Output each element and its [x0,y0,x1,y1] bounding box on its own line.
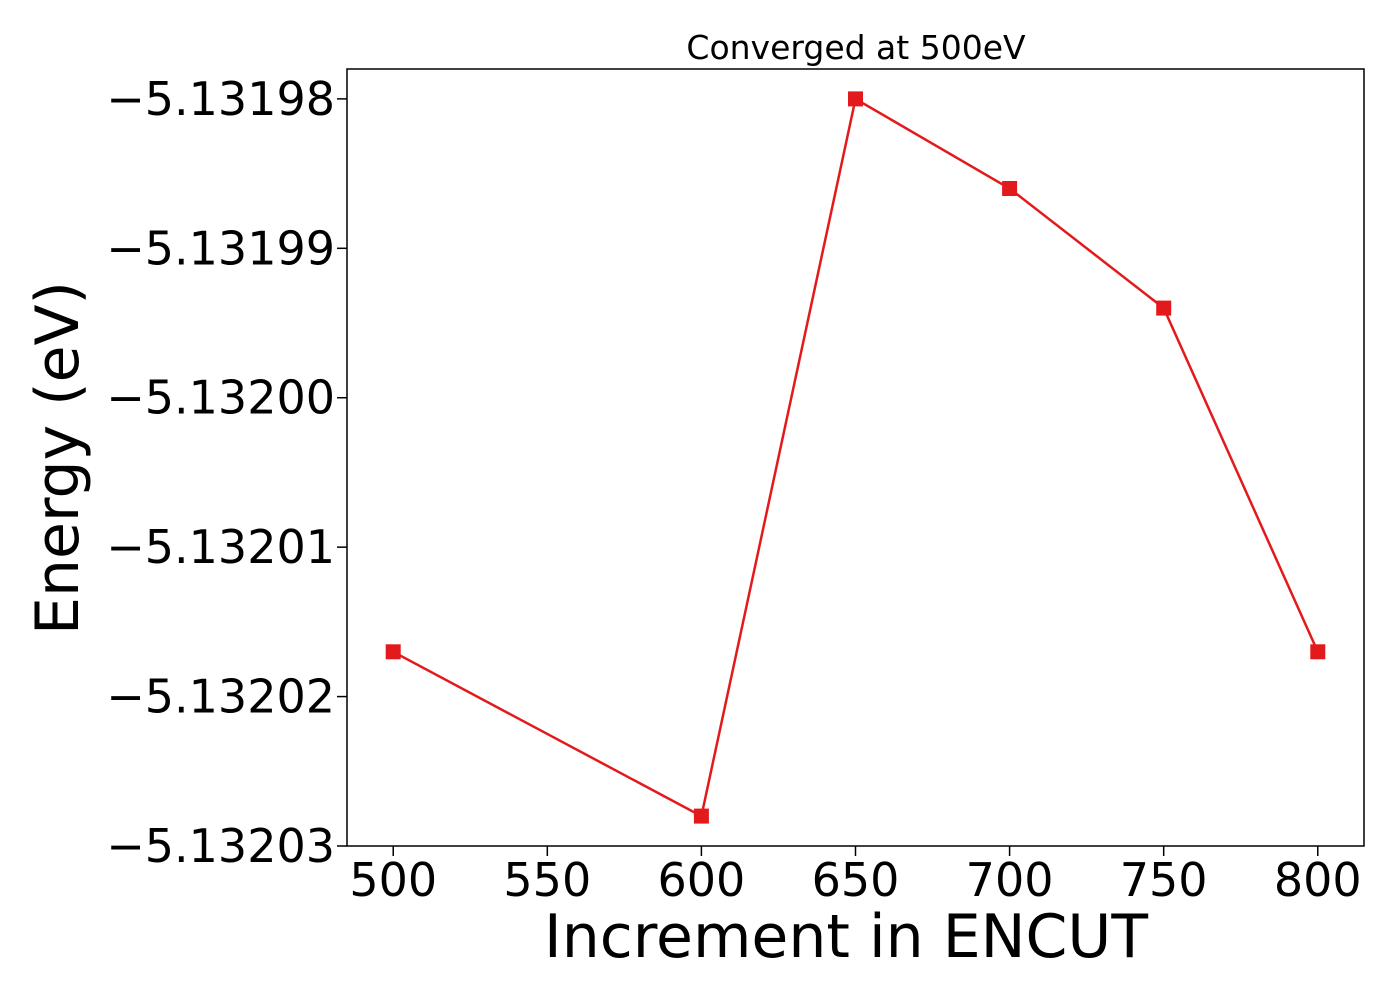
data-point-750 [1156,300,1172,316]
x-tick-label: 550 [503,853,591,907]
x-tick-label: 600 [658,853,746,907]
y-tick-label: −5.13198 [106,72,335,126]
series-layer [385,91,1326,824]
x-tick-label: 800 [1274,853,1362,907]
x-tick-label: 650 [812,853,900,907]
x-tick-label: 700 [966,853,1054,907]
y-tick-label: −5.13202 [106,670,335,724]
x-tick-label: 750 [1120,853,1208,907]
data-point-600 [693,808,709,824]
x-tick-label: 500 [349,853,437,907]
data-point-650 [848,91,863,107]
chart-title: Converged at 500eV [686,28,1026,67]
series-line-0 [392,96,1319,818]
x-axis-label: Increment in ENCUT [544,902,1148,972]
y-tick-label: −5.13200 [106,371,335,425]
plot-area-frame [346,68,1365,847]
y-tick-label: −5.13203 [106,819,335,873]
y-axis-label: Energy (eV) [23,281,93,635]
y-axis-ticks: −5.13203 −5.13202 −5.13201 −5.13200 −5.13199… [106,72,347,873]
x-axis-ticks: 500 550 600 650 700 750 800 [349,846,1362,907]
data-point-700 [1002,181,1018,196]
y-tick-label: −5.13199 [106,221,335,275]
y-tick-label: −5.13201 [106,520,335,574]
data-point-800 [1310,644,1326,660]
data-point-500 [385,644,401,660]
